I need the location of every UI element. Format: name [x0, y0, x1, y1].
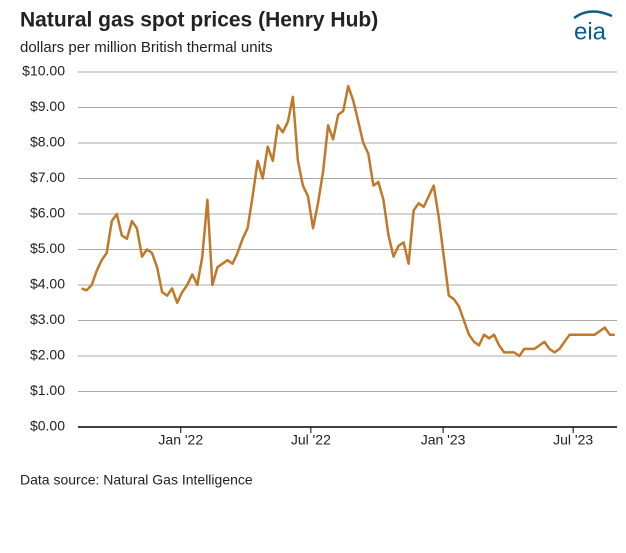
y-tick-label: $6.00 [30, 205, 65, 221]
y-tick-label: $9.00 [30, 98, 65, 114]
y-tick-label: $10.00 [22, 63, 65, 79]
chart-title: Natural gas spot prices (Henry Hub) [20, 9, 378, 32]
x-tick-label: Jul '23 [553, 432, 593, 448]
source: Data source: Natural Gas Intelligence [20, 472, 253, 488]
y-tick-label: $8.00 [30, 134, 65, 150]
y-tick-label: $3.00 [30, 311, 65, 327]
price-line [81, 84, 615, 358]
chart-subtitle: dollars per million British thermal unit… [20, 39, 273, 56]
x-tick-label: Jan '22 [158, 432, 203, 448]
y-tick-label: $2.00 [30, 347, 65, 363]
y-tick-label: $7.00 [30, 169, 65, 185]
y-tick-label: $1.00 [30, 382, 65, 398]
x-tick-label: Jul '22 [291, 432, 331, 448]
y-tick-label: $4.00 [30, 276, 65, 292]
logo-arc [573, 10, 613, 20]
y-tick-label: $5.00 [30, 240, 65, 256]
x-tick-label: Jan '23 [421, 432, 466, 448]
y-tick-label: $0.00 [30, 418, 65, 434]
logo: eia [574, 18, 607, 45]
